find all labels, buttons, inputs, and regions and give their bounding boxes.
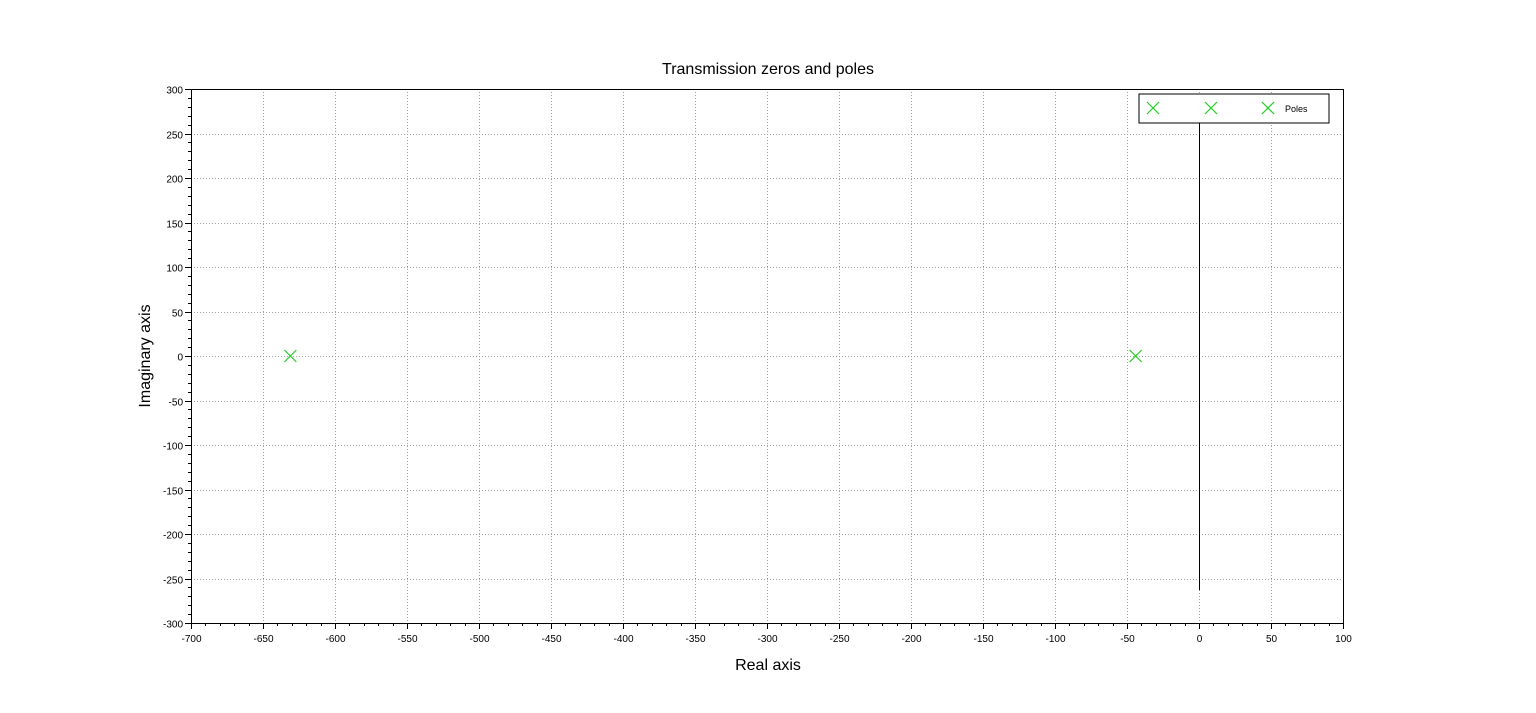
tick-marks (185, 89, 1344, 629)
y-axis-label: Imaginary axis (137, 304, 154, 407)
x-tick-label: -700 (181, 634, 201, 645)
marker-stroke (1146, 101, 1160, 115)
legend-marker-poles (1204, 101, 1218, 115)
x-tick-label: -600 (325, 634, 345, 645)
x-tick-label: -350 (685, 634, 705, 645)
chart-title: Transmission zeros and poles (662, 61, 874, 78)
y-tick-label: -50 (169, 398, 184, 409)
y-tick-label: 100 (166, 264, 183, 275)
x-tick-label: -150 (973, 634, 993, 645)
legend-box (1138, 93, 1330, 124)
x-tick-label: -100 (1045, 634, 1065, 645)
x-tick-label: 50 (1266, 634, 1278, 645)
x-tick-label: -250 (829, 634, 849, 645)
marker-stroke (1129, 349, 1143, 363)
tick-labels: -700 -650 -600 -550 -500 -450 -400 -350 -300 -250… (163, 86, 1352, 646)
y-tick-label: 300 (166, 86, 183, 97)
y-tick-label: -300 (163, 620, 183, 631)
x-tick-label: -400 (613, 634, 633, 645)
x-tick-label: -500 (469, 634, 489, 645)
x-tick-label: -450 (541, 634, 561, 645)
legend: Poles (1138, 93, 1330, 124)
x-tick-label: -200 (901, 634, 921, 645)
grid-lines (191, 89, 1343, 623)
legend-label-poles: Poles (1285, 104, 1308, 114)
marker-stroke (1261, 101, 1275, 115)
y-tick-label: 150 (166, 220, 183, 231)
x-tick-label: -50 (1120, 634, 1135, 645)
x-tick-label: 0 (1197, 634, 1203, 645)
x-tick-label: -650 (253, 634, 273, 645)
pole-marker (283, 349, 297, 363)
pole-marker (1129, 349, 1143, 363)
legend-marker-poles (1261, 101, 1275, 115)
y-tick-label: 250 (166, 131, 183, 142)
x-tick-label: -300 (757, 634, 777, 645)
legend-marker-poles (1146, 101, 1160, 115)
y-tick-label: -100 (163, 442, 183, 453)
y-tick-label: 0 (177, 353, 183, 364)
y-tick-label: 50 (172, 309, 184, 320)
x-tick-label: 100 (1335, 634, 1352, 645)
y-tick-label: -200 (163, 531, 183, 542)
x-tick-label: -550 (397, 634, 417, 645)
marker-stroke (1204, 101, 1218, 115)
y-tick-label: -250 (163, 576, 183, 587)
legend-markers (1146, 101, 1275, 115)
x-axis-label: Real axis (735, 657, 801, 674)
plot-data (283, 122, 1200, 591)
y-tick-label: -150 (163, 487, 183, 498)
y-tick-label: 200 (166, 175, 183, 186)
marker-stroke (283, 349, 297, 363)
